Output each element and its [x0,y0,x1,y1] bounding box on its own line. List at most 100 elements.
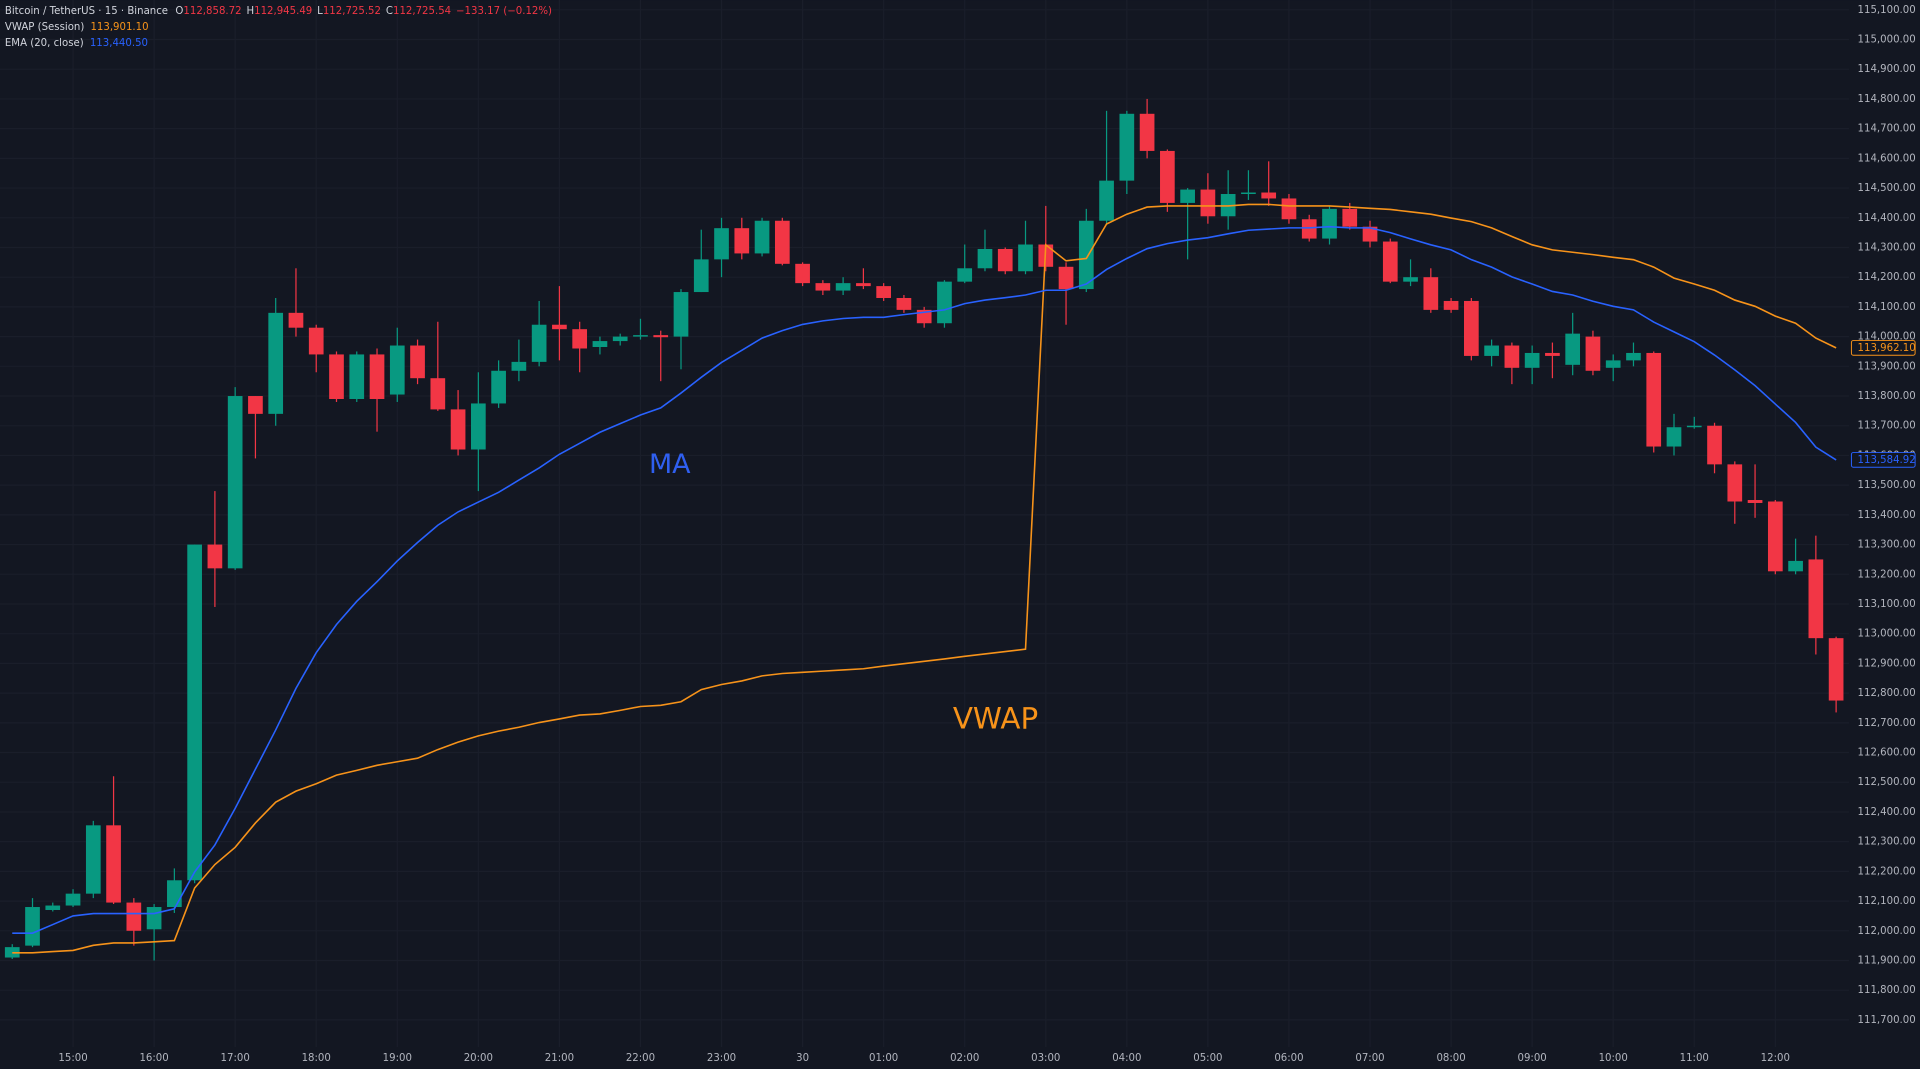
candle-body [369,354,385,399]
legend-name: VWAP (Session) [5,22,84,33]
y-tick-label: 114,200.00 [1858,272,1916,283]
ohlc-key: O [175,6,183,17]
last-value-box [1850,340,1916,356]
y-tick-label: 114,900.00 [1858,64,1916,75]
candle-body [734,228,750,254]
y-tick-label: 112,600.00 [1858,748,1916,759]
candle-body [471,403,486,450]
candle-body [1362,226,1378,242]
candle-body [25,907,40,946]
candle-body [1058,266,1074,290]
candle-body [856,283,871,287]
ohlc-value: 112,858.72 [183,6,241,17]
y-tick-label: 113,700.00 [1858,421,1916,432]
y-tick-label: 114,700.00 [1858,124,1916,135]
candle-body [45,905,61,910]
candle-body [714,228,729,260]
x-tick-label: 06:00 [1274,1053,1303,1064]
x-tick-label: 03:00 [1031,1053,1060,1064]
candle-body [1382,241,1398,282]
candle-body [106,825,121,903]
candle-body [1322,208,1337,239]
candle-body [1605,360,1621,368]
candle-body [1788,560,1803,572]
y-tick-label: 112,000.00 [1858,926,1916,937]
candle-body [612,336,628,342]
x-tick-label: 05:00 [1193,1053,1222,1064]
legend-entry: VWAP (Session) 113,901.10 [5,22,149,33]
candle-body [349,354,365,399]
ohlc-key: H [246,6,254,17]
candle-body [1301,219,1317,239]
y-tick-label: 113,500.00 [1858,480,1916,491]
candle-body [835,283,851,291]
candle-body [207,544,223,569]
x-tick-label: 04:00 [1112,1053,1141,1064]
candle-body [997,248,1013,272]
ohlc-key: L [317,6,323,17]
x-tick-label: 15:00 [58,1053,87,1064]
ohlc-value: 112,725.52 [323,6,381,17]
candle-body [126,902,142,931]
candle-body [1646,352,1662,447]
candle-body [248,396,263,414]
candle-body [1342,208,1358,227]
candle-body [1018,244,1033,272]
candle-body [815,283,831,291]
y-tick-label: 113,200.00 [1858,569,1916,580]
candle-body [977,248,993,269]
candle-body [1545,352,1560,356]
candle-body [65,893,81,906]
x-tick-label: 22:00 [626,1053,655,1064]
x-tick-label: 07:00 [1355,1053,1384,1064]
candle-body [876,286,891,298]
candle-body [430,378,446,410]
candle-body [288,312,304,328]
candle-body [1139,113,1155,151]
last-value-box [1850,452,1916,468]
y-tick-label: 112,200.00 [1858,866,1916,877]
x-tick-label: 21:00 [545,1053,574,1064]
candle-body [1767,501,1783,572]
legend-value: 113,901.10 [90,22,148,33]
y-tick-label: 114,300.00 [1858,242,1916,253]
price-axis: 111,700.00 111,800.00 111,900.00 112,000.00… [1850,5,1916,1026]
candle-body [1099,180,1114,221]
y-tick-label: 113,900.00 [1858,361,1916,372]
y-tick-label: 112,900.00 [1858,658,1916,669]
candle-body [531,324,547,362]
candle-body [1200,189,1216,217]
y-tick-label: 115,000.00 [1858,35,1916,46]
ohlc-key: C [386,6,393,17]
y-tick-label: 112,800.00 [1858,688,1916,699]
candle-body [1727,464,1743,502]
candle-body [187,544,202,881]
y-tick-label: 113,300.00 [1858,540,1916,551]
plot-area [4,98,1844,961]
candle-body [693,259,709,293]
x-tick-label: 19:00 [383,1053,412,1064]
candle-body [754,220,770,254]
candle-body [1160,150,1175,203]
candle-body [1119,113,1135,181]
candle-body [1686,425,1702,428]
candle-body [1403,277,1418,282]
candle-body [1707,425,1722,465]
candle-body [329,354,344,399]
y-tick-label: 111,900.00 [1858,955,1916,966]
candle-body [1524,352,1540,368]
x-tick-label: 11:00 [1680,1053,1709,1064]
candle-body [673,292,689,337]
candle-body [85,825,101,894]
candle-body [1585,336,1601,371]
x-tick-label: 02:00 [950,1053,979,1064]
candle-body [572,329,588,349]
candle-body [491,370,506,404]
legend-value: 113,440.50 [90,38,148,49]
candle-body [592,341,608,348]
candle-body [1078,220,1094,290]
candle-body [227,396,243,569]
candle-body [552,324,567,330]
y-tick-label: 111,800.00 [1858,985,1916,996]
